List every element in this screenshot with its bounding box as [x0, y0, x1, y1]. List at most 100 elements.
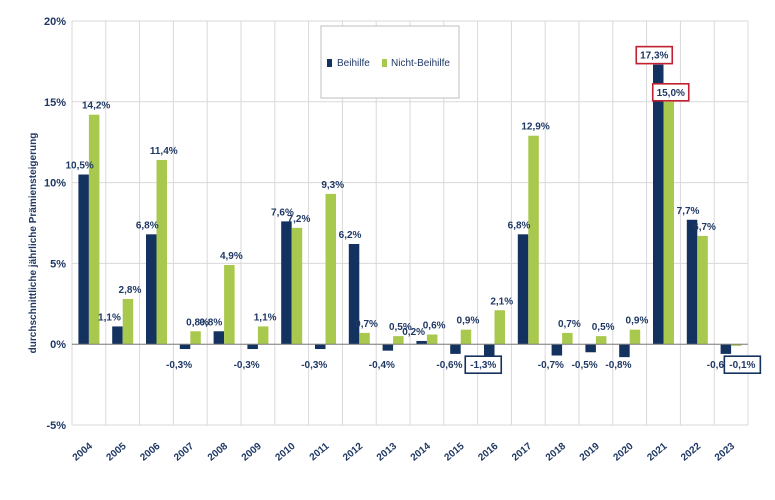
data-labels-layer: 10,5% 14,2% 1,1% 2,8% 6,8% 11,4% -0,3% 0,8%0,8%… [65, 45, 762, 375]
y-tick-label: 20% [44, 16, 66, 28]
bar-nicht-beihilfe-2006 [156, 159, 167, 345]
bar-beihilfe-2008 [213, 331, 225, 345]
data-label-beihilfe-2016: -1,3% [470, 360, 496, 371]
data-label-nicht-beihilfe-2021: 15,0% [657, 88, 685, 99]
data-label-nicht-beihilfe-2005: 2,8% [119, 285, 142, 296]
data-label-beihilfe-2012: 6,2% [339, 230, 362, 241]
bar-beihilfe-2004 [78, 174, 89, 345]
data-label-beihilfe-2010: 7,6% [271, 207, 294, 218]
x-tick-label: 2012 [341, 441, 365, 464]
bar-beihilfe-2020 [619, 344, 630, 358]
x-tick-label: 2007 [172, 441, 196, 464]
data-label-nicht-beihilfe-2014: 0,6% [423, 321, 446, 332]
y-tick-label: 10% [44, 178, 66, 190]
x-tick-label: 2004 [71, 441, 95, 464]
bar-nicht-beihilfe-2022 [697, 235, 708, 345]
bar-nicht-beihilfe-2017 [528, 135, 539, 345]
data-label-beihilfe-2021: 17,3% [640, 51, 668, 62]
bar-beihilfe-2009 [247, 344, 258, 350]
data-label-nicht-beihilfe-2004: 14,2% [82, 101, 110, 112]
data-label-nicht-beihilfe-2017: 12,9% [521, 122, 549, 133]
bar-nicht-beihilfe-2018 [562, 332, 573, 345]
x-tick-label: 2011 [308, 441, 332, 464]
data-label-beihilfe-2015: -0,6% [436, 360, 462, 371]
bar-nicht-beihilfe-2011 [325, 193, 336, 345]
data-label-beihilfe-2006: 6,8% [136, 220, 159, 231]
x-tick-label: 2019 [578, 441, 602, 464]
data-label-beihilfe-2008: 0,8% [199, 317, 222, 328]
bar-beihilfe-2016 [484, 344, 495, 366]
y-tick-label: 5% [50, 258, 66, 270]
highlight-box [723, 355, 762, 375]
data-label-beihilfe-2011: -0,3% [301, 360, 327, 371]
y-axis-title: durchschnittliche jährliche Prämiensteig… [28, 133, 39, 354]
bar-beihilfe-2006 [146, 234, 157, 345]
data-label-nicht-beihilfe-2016: 2,1% [490, 296, 513, 307]
data-label-nicht-beihilfe-2012: 0,7% [355, 319, 378, 330]
x-tick-label: 2016 [476, 441, 500, 464]
bar-beihilfe-2019 [585, 344, 596, 353]
data-label-nicht-beihilfe-2006: 11,4% [150, 146, 178, 157]
data-label-nicht-beihilfe-2011: 9,3% [321, 180, 344, 191]
data-label-nicht-beihilfe-2010: 7,2% [288, 214, 311, 225]
bar-beihilfe-2007 [179, 344, 191, 350]
legend-label-nicht-beihilfe: Nicht-Beihilfe [391, 58, 450, 69]
x-tick-label: 2006 [138, 441, 162, 464]
data-label-nicht-beihilfe-2019: 0,5% [592, 322, 615, 333]
data-label-nicht-beihilfe-2023: -0,1% [729, 360, 755, 371]
x-tick-label: 2021 [645, 441, 669, 464]
data-label-beihilfe-2005: 1,1% [98, 312, 121, 323]
bar-beihilfe-2018 [551, 344, 563, 356]
y-tick-label: 15% [44, 97, 66, 109]
x-tick-label: 2010 [274, 441, 298, 464]
data-label-nicht-beihilfe-2007: 0,8% [186, 317, 209, 328]
bar-nicht-beihilfe-2019 [595, 336, 607, 345]
data-label-beihilfe-2022: 7,7% [677, 206, 700, 217]
highlight-box [651, 83, 690, 102]
bar-nicht-beihilfe-2009 [257, 326, 269, 345]
bar-nicht-beihilfe-2015 [460, 329, 472, 345]
data-label-nicht-beihilfe-2018: 0,7% [558, 319, 581, 330]
bar-nicht-beihilfe-2013 [393, 336, 404, 345]
bar-beihilfe-2017 [517, 234, 529, 345]
data-label-nicht-beihilfe-2020: 0,9% [626, 316, 649, 327]
bar-beihilfe-2022 [686, 219, 698, 345]
bar-nicht-beihilfe-2007 [190, 331, 201, 345]
legend: Beihilfe Nicht-Beihilfe [320, 25, 460, 99]
legend-box [320, 25, 460, 99]
x-tick-label: 2017 [510, 441, 534, 464]
bar-nicht-beihilfe-2005 [122, 298, 134, 345]
x-tick-label: 2023 [713, 441, 737, 464]
x-tick-label: 2014 [409, 441, 433, 464]
x-tick-label: 2020 [612, 441, 636, 464]
bar-beihilfe-2010 [281, 221, 292, 345]
bar-nicht-beihilfe-2012 [359, 332, 370, 345]
bar-nicht-beihilfe-2020 [629, 329, 641, 345]
bar-beihilfe-2013 [382, 344, 394, 351]
data-label-beihilfe-2023: -0,6% [707, 360, 733, 371]
bar-beihilfe-2023 [720, 344, 732, 354]
bar-beihilfe-2014 [416, 340, 427, 345]
highlight-box [635, 45, 674, 65]
bar-nicht-beihilfe-2004 [88, 114, 100, 345]
y-tick-label: 0% [50, 339, 66, 351]
bar-beihilfe-2005 [112, 326, 123, 345]
data-label-nicht-beihilfe-2013: 0,5% [389, 322, 412, 333]
data-label-beihilfe-2004: 10,5% [65, 161, 93, 172]
x-tick-label: 2013 [375, 441, 399, 464]
bar-nicht-beihilfe-2023 [731, 344, 742, 346]
bar-beihilfe-2012 [348, 244, 360, 345]
legend-swatch-beihilfe [327, 59, 332, 67]
data-label-beihilfe-2009: -0,3% [234, 360, 260, 371]
data-label-nicht-beihilfe-2022: 6,7% [693, 222, 716, 233]
bar-nicht-beihilfe-2016 [494, 310, 505, 345]
grid-layer [71, 20, 749, 426]
data-label-beihilfe-2019: -0,5% [572, 360, 598, 371]
data-label-beihilfe-2014: 0,2% [402, 327, 425, 338]
highlight-box [464, 355, 503, 375]
data-label-beihilfe-2018: -0,7% [538, 360, 564, 371]
legend-swatch-nicht-beihilfe-rect [382, 59, 387, 67]
data-label-nicht-beihilfe-2009: 1,1% [254, 312, 277, 323]
data-label-nicht-beihilfe-2015: 0,9% [457, 316, 480, 327]
